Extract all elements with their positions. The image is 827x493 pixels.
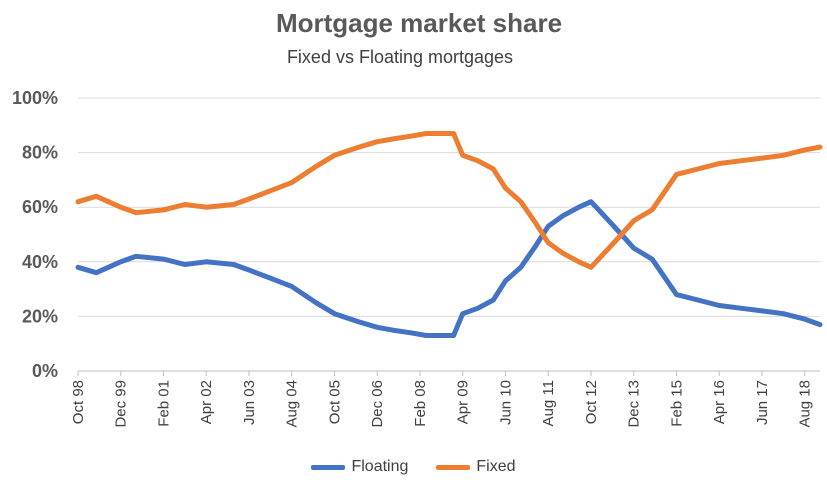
x-tick-label: Jun 10 — [497, 380, 514, 425]
legend-item-fixed: Fixed — [436, 458, 516, 476]
x-tick-label: Dec 13 — [626, 380, 643, 428]
legend-label-fixed: Fixed — [476, 458, 516, 475]
x-tick-label: Jun 17 — [754, 380, 771, 425]
y-tick-label: 20% — [22, 306, 58, 326]
y-tick-label: 60% — [22, 197, 58, 217]
x-tick-label: Dec 99 — [113, 380, 130, 428]
chart-title: Mortgage market share — [275, 8, 563, 38]
x-tick-label: Feb 15 — [668, 380, 685, 427]
legend-swatch-floating — [311, 464, 346, 470]
y-axis-ticks: 0% 20% 40% 60% 80% 100% — [12, 88, 58, 381]
x-tick-label: Oct 05 — [326, 380, 343, 424]
x-tick-label: Dec 06 — [369, 380, 386, 428]
x-tick-label: Aug 18 — [797, 380, 814, 428]
series-lines — [75, 131, 823, 338]
x-tick-label: Oct 12 — [583, 380, 600, 424]
x-tick-label: Jun 03 — [241, 380, 258, 425]
legend: Floating Fixed — [0, 458, 827, 476]
x-tick-label: Feb 08 — [412, 380, 429, 427]
y-tick-label: 40% — [22, 252, 58, 272]
x-tick-label: Apr 02 — [198, 380, 215, 424]
chart-subtitle: Fixed vs Floating mortgages — [286, 47, 514, 67]
x-tick-label: Aug 04 — [284, 380, 301, 428]
x-tick-label: Oct 98 — [70, 380, 87, 424]
y-tick-label: 100% — [12, 88, 58, 108]
legend-label-floating: Floating — [351, 458, 409, 475]
series-line-fixed — [75, 131, 823, 270]
series-line-floating — [75, 199, 823, 338]
x-tick-label: Aug 11 — [540, 380, 557, 426]
x-tick-label: Feb 01 — [155, 380, 172, 427]
legend-swatch-fixed — [436, 464, 471, 470]
legend-item-floating: Floating — [311, 458, 408, 476]
x-tick-label: Apr 09 — [455, 380, 472, 424]
x-axis: Oct 98 Dec 99 Feb 01 Apr 02 Jun 03 Aug 04 Oct … — [70, 370, 820, 428]
y-tick-label: 80% — [22, 143, 58, 163]
x-tick-label: Apr 16 — [711, 380, 728, 424]
y-tick-label: 0% — [32, 361, 58, 381]
